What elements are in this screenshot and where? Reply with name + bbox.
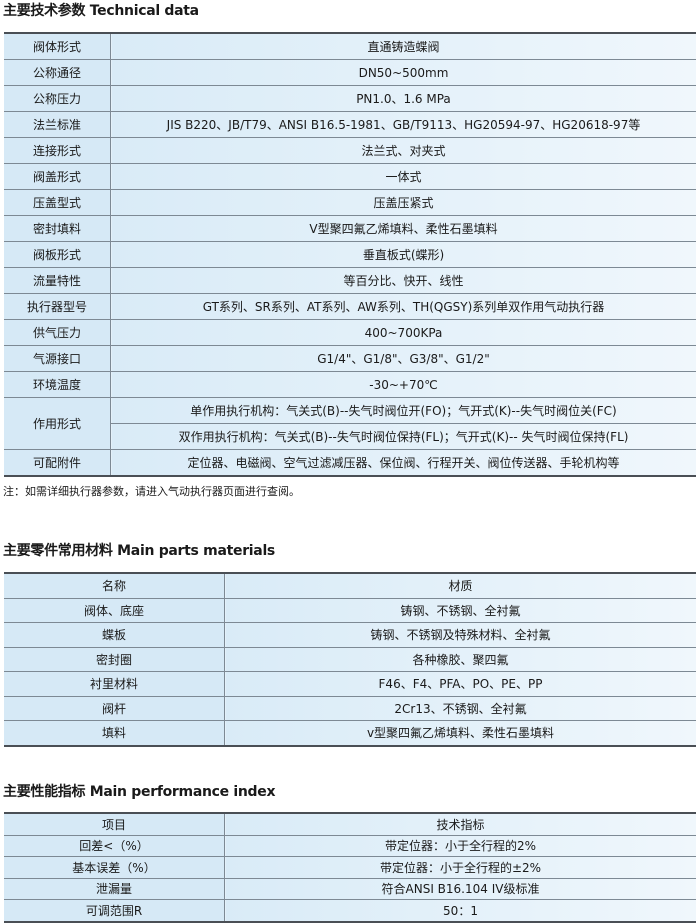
table-row: 公称压力 PN1.0、1.6 MPa [4,85,696,112]
parameter-label: 阀体形式 [4,32,111,60]
parameter-value: 400~700KPa [110,319,696,346]
parameter-value: 压盖压紧式 [110,189,696,216]
parameter-label: 可配附件 [4,449,111,476]
item-name: 可调范围R [4,899,225,922]
item-value: 铸钢、不锈钢及特殊材料、全衬氟 [224,622,696,647]
materials-table: 名称 材质 阀体、底座 铸钢、不锈钢、全衬氟 蝶板 铸钢、不锈钢及特殊材料、全衬氟 密封圈各… [4,572,696,747]
parameter-label: 供气压力 [4,319,111,346]
parameter-label: 流量特性 [4,267,111,294]
column-header: 材质 [224,572,696,598]
parameter-value: 一体式 [110,163,696,190]
table-note: 注：如需详细执行器参数，请进入气动执行器页面进行查阅。 [3,485,300,498]
item-name: 阀体、底座 [4,597,225,623]
column-header: 名称 [4,572,225,598]
parameter-label: 法兰标准 [4,111,111,138]
parameter-value: 双作用执行机构：气关式(B)--失气时阀位保持(FL)；气开式(K)-- 失气时… [110,423,696,450]
parameter-label: 连接形式 [4,137,111,164]
technical-data-table: 阀体形式 直通铸造蝶阀 公称通径 DN50~500mm 公称压力 PN1.0、1.6 MP… [4,32,696,477]
parameter-label: 密封填料 [4,215,111,242]
parameter-value: DN50~500mm [110,59,696,86]
table-row: 法兰标准 JIS B220、JB/T79、ANSI B16.5-1981、GB/T… [4,111,696,138]
parameter-value: 定位器、电磁阀、空气过滤减压器、保位阀、行程开关、阀位传送器、手轮机构等 [110,449,696,476]
parameter-label: 阀盖形式 [4,163,111,190]
table-row: 气源接口 G1/4"、G1/8"、G3/8"、G1/2" [4,345,696,372]
item-value: v型聚四氟乙烯填料、柔性石墨填料 [224,720,696,746]
item-value: 2Cr13、不锈钢、全衬氟 [224,695,696,721]
table-row: 密封填料 V型聚四氟乙烯填料、柔性石墨填料 [4,215,696,242]
parameter-value: 等百分比、快开、线性 [110,267,696,294]
technical-data-title: 主要技术参数 Technical data [3,3,199,19]
table-row: 阀杆 2Cr13、不锈钢、全衬氟 [4,695,696,721]
table-row: 基本误差（%） 带定位器：小于全行程的±2% [4,856,696,878]
header-row: 项目 技术指标 [4,812,696,835]
table-row: 可调范围R 50：1 [4,899,696,922]
item-name: 衬里材料 [4,671,225,696]
performance-title: 主要性能指标 Main performance index [3,784,276,800]
parameter-label: 公称压力 [4,85,111,112]
table-row: 双作用执行机构：气关式(B)--失气时阀位保持(FL)；气开式(K)-- 失气时… [4,423,696,450]
parameter-value: -30~+70℃ [110,371,696,398]
item-name: 阀杆 [4,695,225,721]
table-row: 回差<（%） 带定位器：小于全行程的2% [4,834,696,857]
table-row: 供气压力 400~700KPa [4,319,696,346]
parameter-value: 直通铸造蝶阀 [110,32,696,60]
item-name: 密封圈 [4,646,225,672]
header-row: 名称 材质 [4,572,696,598]
parameter-value: G1/4"、G1/8"、G3/8"、G1/2" [110,345,696,372]
item-value: F46、F4、PFA、PO、PE、PP [224,671,696,696]
parameter-label: 作用形式 [4,397,111,450]
column-header: 项目 [4,812,225,835]
parameter-label: 公称通径 [4,59,111,86]
table-row: 作用形式 单作用执行机构：气关式(B)--失气时阀位开(FO)；气开式(K)--失… [4,397,696,450]
table-row: 连接形式 法兰式、对夹式 [4,137,696,164]
table-row: 执行器型号 GT系列、SR系列、AT系列、AW系列、TH(QGSY)系列单双作用气… [4,293,696,320]
item-value: 符合ANSI B16.104 IV级标准 [224,877,696,900]
parameter-value: 单作用执行机构：气关式(B)--失气时阀位开(FO)；气开式(K)--失气时阀位… [110,397,696,424]
item-value: 带定位器：小于全行程的2% [224,834,696,857]
item-name: 回差<（%） [4,834,225,857]
table-row: 泄漏量 符合ANSI B16.104 IV级标准 [4,877,696,900]
table-row: 压盖型式 压盖压紧式 [4,189,696,216]
table-row: 蝶板 铸钢、不锈钢及特殊材料、全衬氟 [4,622,696,647]
item-value: 带定位器：小于全行程的±2% [224,856,696,878]
table-row: 阀板形式 垂直板式(蝶形) [4,241,696,268]
parameter-value: V型聚四氟乙烯填料、柔性石墨填料 [110,215,696,242]
parameter-label: 执行器型号 [4,293,111,320]
parameter-value: GT系列、SR系列、AT系列、AW系列、TH(QGSY)系列单双作用气动执行器 [110,293,696,320]
column-header: 技术指标 [224,812,696,835]
parameter-value: 法兰式、对夹式 [110,137,696,164]
item-value: 各种橡胶、聚四氟 [224,646,696,672]
materials-title: 主要零件常用材料 Main parts materials [3,543,275,559]
item-value: 铸钢、不锈钢、全衬氟 [224,597,696,623]
item-value: 50：1 [224,899,696,922]
item-name: 基本误差（%） [4,856,225,878]
table-row: 公称通径 DN50~500mm [4,59,696,86]
item-name: 蝶板 [4,622,225,647]
parameter-label: 气源接口 [4,345,111,372]
parameter-value: 垂直板式(蝶形) [110,241,696,268]
parameter-label: 环境温度 [4,371,111,398]
table-row: 环境温度 -30~+70℃ [4,371,696,398]
table-row: 阀体形式 直通铸造蝶阀 [4,32,696,60]
parameter-label: 阀板形式 [4,241,111,268]
item-name: 泄漏量 [4,877,225,900]
parameter-value: JIS B220、JB/T79、ANSI B16.5-1981、GB/T9113… [110,111,696,138]
performance-table: 项目 技术指标 回差<（%） 带定位器：小于全行程的2% 基本误差（%） 带定位器：小于全… [4,812,696,923]
table-row: 密封圈 各种橡胶、聚四氟 [4,646,696,672]
item-name: 填料 [4,720,225,746]
table-row: 流量特性 等百分比、快开、线性 [4,267,696,294]
table-row: 衬里材料 F46、F4、PFA、PO、PE、PP [4,671,696,696]
table-row: 填料 v型聚四氟乙烯填料、柔性石墨填料 [4,720,696,746]
table-row: 可配附件 定位器、电磁阀、空气过滤减压器、保位阀、行程开关、阀位传送器、手轮机构等 [4,449,696,476]
parameter-label: 压盖型式 [4,189,111,216]
table-row: 阀体、底座 铸钢、不锈钢、全衬氟 [4,597,696,623]
parameter-value: PN1.0、1.6 MPa [110,85,696,112]
table-row: 阀盖形式 一体式 [4,163,696,190]
